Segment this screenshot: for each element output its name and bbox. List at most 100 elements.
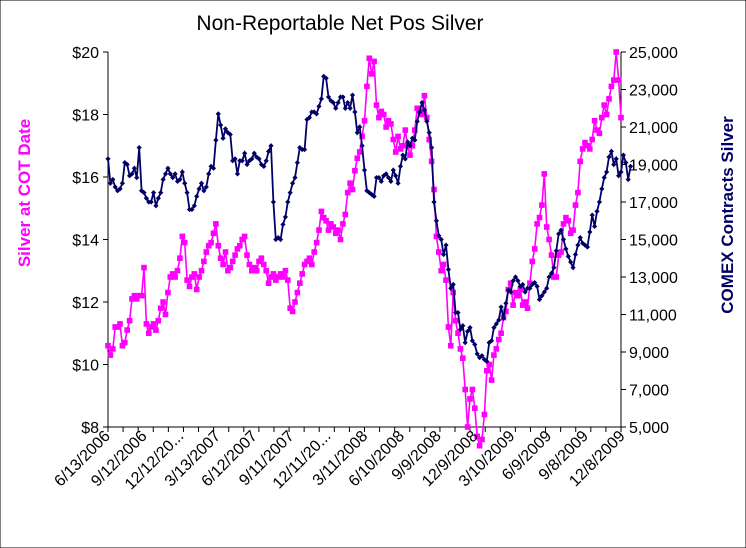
series-layer: [105, 49, 634, 449]
silver-price-marker: [335, 227, 341, 233]
comex-contracts-marker: [273, 236, 279, 243]
comex-contracts-marker: [203, 184, 209, 190]
silver-price-marker: [110, 346, 116, 352]
silver-price-marker: [258, 255, 265, 261]
silver-price-marker: [249, 267, 255, 274]
silver-price-marker: [445, 324, 452, 330]
comex-contracts-marker: [206, 171, 212, 177]
silver-price-marker: [277, 271, 284, 277]
right-axis-tick-label: 9,000: [629, 345, 669, 362]
silver-price-marker: [203, 249, 210, 255]
silver-price-marker: [282, 267, 289, 274]
silver-price-marker: [414, 105, 420, 112]
silver-price-marker: [392, 149, 399, 155]
silver-price-marker: [273, 277, 279, 283]
comex-contracts-marker: [460, 323, 466, 329]
comex-contracts-marker: [129, 171, 135, 177]
comex-contracts-marker: [201, 188, 207, 194]
comex-contracts-marker: [179, 169, 185, 175]
silver-price-marker: [515, 292, 521, 299]
silver-price-marker: [251, 264, 257, 271]
silver-price-marker: [361, 117, 368, 124]
comex-contracts-marker: [627, 163, 634, 169]
silver-price-marker: [563, 214, 569, 221]
comex-contracts-marker: [155, 195, 161, 201]
silver-price-marker: [184, 277, 190, 283]
comex-contracts-marker: [325, 94, 332, 100]
silver-price-marker: [162, 311, 169, 318]
comex-contracts-marker: [546, 274, 552, 280]
silver-price-marker: [134, 296, 140, 302]
comex-contracts-marker: [448, 285, 454, 291]
comex-contracts-marker: [553, 248, 559, 254]
silver-price-marker: [316, 227, 322, 233]
silver-price-marker: [153, 327, 159, 333]
silver-price-marker: [227, 264, 234, 271]
comex-contracts-marker: [345, 100, 351, 106]
comex-contracts-marker: [210, 165, 217, 171]
comex-contracts-marker: [527, 285, 533, 291]
comex-contracts-marker: [335, 100, 341, 106]
silver-price-marker: [328, 221, 334, 227]
silver-price-marker: [191, 271, 198, 277]
silver-price-marker: [548, 252, 555, 258]
comex-contracts-marker: [349, 92, 356, 98]
silver-price-marker: [448, 342, 454, 349]
comex-contracts-marker: [196, 186, 202, 192]
silver-price-marker: [352, 168, 358, 174]
comex-contracts-marker: [244, 161, 250, 168]
comex-contracts-marker: [433, 218, 440, 224]
silver-price-marker: [419, 111, 425, 118]
right-axis-tick-label: 5,000: [629, 420, 669, 437]
comex-contracts-marker: [455, 310, 461, 316]
silver-price-marker: [368, 71, 375, 77]
comex-contracts-marker: [493, 321, 499, 327]
silver-price-marker: [582, 139, 588, 146]
silver-price-marker: [567, 230, 574, 237]
comex-contracts-marker: [294, 160, 300, 166]
comex-contracts-marker: [234, 171, 241, 177]
silver-price-marker: [241, 233, 248, 240]
comex-contracts-marker: [316, 103, 322, 109]
silver-price-marker: [323, 218, 329, 224]
silver-price-marker: [572, 202, 579, 208]
comex-contracts-marker: [194, 193, 200, 199]
left-axis-tick-label: $18: [72, 108, 99, 125]
comex-contracts-marker: [548, 270, 555, 276]
silver-price-marker: [469, 386, 476, 393]
comex-contracts-marker: [352, 109, 358, 115]
silver-price-marker: [201, 258, 207, 265]
silver-price-marker: [246, 261, 253, 268]
comex-contracts-marker: [354, 130, 360, 136]
comex-contracts-marker: [162, 171, 169, 177]
silver-price-marker: [237, 242, 243, 249]
comex-contracts-marker: [474, 351, 480, 357]
comex-contracts-marker: [256, 156, 262, 162]
silver-price-marker: [460, 355, 466, 361]
comex-contracts-marker: [491, 325, 497, 331]
comex-contracts-marker: [340, 94, 346, 100]
left-axis-title: Silver at COT Date: [15, 119, 34, 267]
silver-price-marker: [189, 274, 195, 280]
silver-price-marker: [119, 342, 126, 349]
silver-price-marker: [380, 111, 387, 118]
comex-contracts-marker: [599, 186, 605, 192]
silver-price-marker: [390, 136, 397, 143]
comex-contracts-marker: [611, 161, 617, 168]
comex-contracts-marker: [258, 161, 265, 168]
left-axis-tick-label: $12: [72, 295, 99, 312]
comex-contracts-marker: [412, 137, 418, 143]
silver-price-marker: [270, 271, 277, 277]
silver-price-marker: [160, 299, 166, 305]
comex-contracts-marker: [517, 283, 523, 289]
right-axis-tick-label: 25,000: [629, 45, 678, 62]
silver-price-marker: [596, 130, 603, 137]
silver-price-marker: [165, 289, 171, 296]
silver-price-marker: [287, 305, 293, 311]
silver-price-marker: [261, 261, 267, 268]
comex-contracts-marker: [532, 280, 538, 286]
comex-contracts-marker: [242, 150, 248, 156]
